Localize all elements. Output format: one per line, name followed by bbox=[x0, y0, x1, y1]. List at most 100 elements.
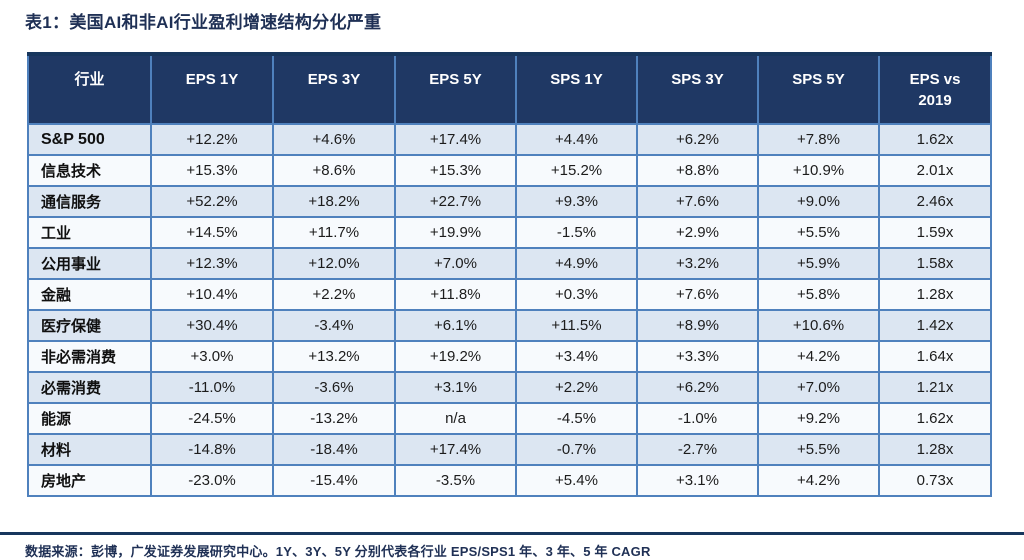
header-eps-vs-2019: EPS vs 2019 bbox=[878, 53, 992, 125]
industry-name: 公用事业 bbox=[27, 247, 152, 280]
header-industry: 行业 bbox=[27, 53, 152, 125]
value-cell: +52.2% bbox=[150, 185, 274, 218]
industry-name: 金融 bbox=[27, 278, 152, 311]
value-cell: +2.2% bbox=[515, 371, 638, 404]
value-cell: 1.58x bbox=[878, 247, 992, 280]
value-cell: 1.42x bbox=[878, 309, 992, 342]
value-cell: +12.0% bbox=[272, 247, 396, 280]
footer-divider bbox=[0, 532, 1024, 535]
value-cell: 1.59x bbox=[878, 216, 992, 249]
value-cell: +8.8% bbox=[636, 154, 759, 187]
value-cell: +4.2% bbox=[757, 464, 880, 497]
table-row: 医疗保健 +30.4% -3.4% +6.1% +11.5% +8.9% +10.6% 1.4… bbox=[27, 309, 992, 342]
industry-name: 材料 bbox=[27, 433, 152, 466]
industry-name: S&P 500 bbox=[27, 123, 152, 156]
value-cell: +10.4% bbox=[150, 278, 274, 311]
value-cell: 1.21x bbox=[878, 371, 992, 404]
earnings-growth-table: 行业 EPS 1Y EPS 3Y EPS 5Y SPS 1Y SPS 3Y SP… bbox=[27, 52, 992, 497]
value-cell: -2.7% bbox=[636, 433, 759, 466]
industry-name: 非必需消费 bbox=[27, 340, 152, 373]
value-cell: -0.7% bbox=[515, 433, 638, 466]
value-cell: +15.3% bbox=[394, 154, 517, 187]
value-cell: 1.28x bbox=[878, 433, 992, 466]
value-cell: -23.0% bbox=[150, 464, 274, 497]
value-cell: +3.4% bbox=[515, 340, 638, 373]
value-cell: +3.0% bbox=[150, 340, 274, 373]
value-cell: 2.46x bbox=[878, 185, 992, 218]
value-cell: +22.7% bbox=[394, 185, 517, 218]
value-cell: +7.6% bbox=[636, 278, 759, 311]
value-cell: +5.4% bbox=[515, 464, 638, 497]
value-cell: +19.9% bbox=[394, 216, 517, 249]
table-row: 非必需消费 +3.0% +13.2% +19.2% +3.4% +3.3% +4.2% 1.6… bbox=[27, 340, 992, 373]
value-cell: +19.2% bbox=[394, 340, 517, 373]
value-cell: +9.3% bbox=[515, 185, 638, 218]
value-cell: -4.5% bbox=[515, 402, 638, 435]
value-cell: +7.6% bbox=[636, 185, 759, 218]
value-cell: +10.6% bbox=[757, 309, 880, 342]
table-row: 房地产 -23.0% -15.4% -3.5% +5.4% +3.1% +4.2% 0.73x bbox=[27, 464, 992, 497]
value-cell: +4.2% bbox=[757, 340, 880, 373]
value-cell: 1.62x bbox=[878, 402, 992, 435]
value-cell: +6.1% bbox=[394, 309, 517, 342]
value-cell: -3.6% bbox=[272, 371, 396, 404]
table-row: S&P 500 +12.2% +4.6% +17.4% +4.4% +6.2% +7.8% 1… bbox=[27, 123, 992, 156]
industry-name: 能源 bbox=[27, 402, 152, 435]
value-cell: +5.8% bbox=[757, 278, 880, 311]
header-eps-1y: EPS 1Y bbox=[150, 53, 274, 125]
table-row: 材料 -14.8% -18.4% +17.4% -0.7% -2.7% +5.5% 1.28x bbox=[27, 433, 992, 466]
data-source-note: 数据来源：彭博，广发证券发展研究中心。1Y、3Y、5Y 分别代表各行业 EPS/… bbox=[25, 544, 651, 559]
value-cell: +4.4% bbox=[515, 123, 638, 156]
value-cell: -3.4% bbox=[272, 309, 396, 342]
value-cell: -11.0% bbox=[150, 371, 274, 404]
header-sps-1y: SPS 1Y bbox=[515, 53, 638, 125]
value-cell: +11.5% bbox=[515, 309, 638, 342]
value-cell: +3.1% bbox=[394, 371, 517, 404]
value-cell: +3.1% bbox=[636, 464, 759, 497]
header-sps-3y: SPS 3Y bbox=[636, 53, 759, 125]
value-cell: -13.2% bbox=[272, 402, 396, 435]
value-cell: +3.2% bbox=[636, 247, 759, 280]
page-title: 表1：美国AI和非AI行业盈利增速结构分化严重 bbox=[25, 13, 382, 32]
table-row: 公用事业 +12.3% +12.0% +7.0% +4.9% +3.2% +5.9% 1.58… bbox=[27, 247, 992, 280]
value-cell: +11.7% bbox=[272, 216, 396, 249]
value-cell: +6.2% bbox=[636, 371, 759, 404]
value-cell: +13.2% bbox=[272, 340, 396, 373]
header-eps-3y: EPS 3Y bbox=[272, 53, 396, 125]
value-cell: +12.2% bbox=[150, 123, 274, 156]
value-cell: n/a bbox=[394, 402, 517, 435]
value-cell: +8.9% bbox=[636, 309, 759, 342]
value-cell: +18.2% bbox=[272, 185, 396, 218]
industry-name: 房地产 bbox=[27, 464, 152, 497]
value-cell: +17.4% bbox=[394, 433, 517, 466]
value-cell: +6.2% bbox=[636, 123, 759, 156]
value-cell: +0.3% bbox=[515, 278, 638, 311]
value-cell: -18.4% bbox=[272, 433, 396, 466]
value-cell: -1.5% bbox=[515, 216, 638, 249]
table-header-row: 行业 EPS 1Y EPS 3Y EPS 5Y SPS 1Y SPS 3Y SP… bbox=[27, 53, 992, 125]
table-row: 金融 +10.4% +2.2% +11.8% +0.3% +7.6% +5.8% 1.28x bbox=[27, 278, 992, 311]
industry-name: 工业 bbox=[27, 216, 152, 249]
value-cell: 1.62x bbox=[878, 123, 992, 156]
value-cell: +9.0% bbox=[757, 185, 880, 218]
table-row: 工业 +14.5% +11.7% +19.9% -1.5% +2.9% +5.5% 1.59x bbox=[27, 216, 992, 249]
value-cell: +4.6% bbox=[272, 123, 396, 156]
value-cell: +8.6% bbox=[272, 154, 396, 187]
value-cell: +15.2% bbox=[515, 154, 638, 187]
value-cell: +14.5% bbox=[150, 216, 274, 249]
industry-name: 通信服务 bbox=[27, 185, 152, 218]
value-cell: +7.0% bbox=[757, 371, 880, 404]
value-cell: +4.9% bbox=[515, 247, 638, 280]
industry-name: 医疗保健 bbox=[27, 309, 152, 342]
header-sps-5y: SPS 5Y bbox=[757, 53, 880, 125]
industry-name: 必需消费 bbox=[27, 371, 152, 404]
value-cell: +10.9% bbox=[757, 154, 880, 187]
value-cell: +30.4% bbox=[150, 309, 274, 342]
value-cell: +3.3% bbox=[636, 340, 759, 373]
value-cell: -14.8% bbox=[150, 433, 274, 466]
value-cell: +7.8% bbox=[757, 123, 880, 156]
value-cell: 0.73x bbox=[878, 464, 992, 497]
value-cell: +9.2% bbox=[757, 402, 880, 435]
value-cell: +5.5% bbox=[757, 433, 880, 466]
value-cell: -15.4% bbox=[272, 464, 396, 497]
